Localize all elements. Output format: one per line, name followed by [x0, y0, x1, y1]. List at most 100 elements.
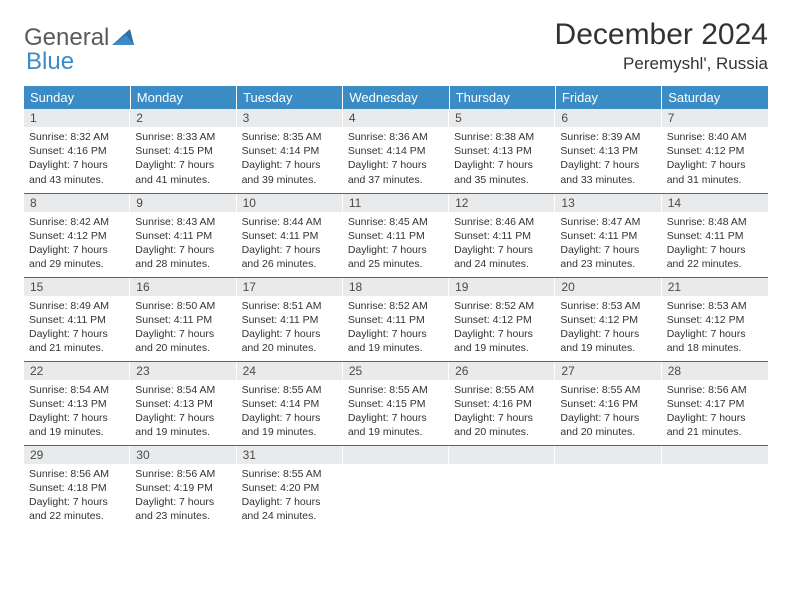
sunset-line: Sunset: 4:14 PM — [348, 145, 426, 157]
calendar-day-cell: 14Sunrise: 8:48 AMSunset: 4:11 PMDayligh… — [662, 193, 768, 277]
sunset-line: Sunset: 4:11 PM — [454, 230, 531, 242]
calendar-day-cell: 19Sunrise: 8:52 AMSunset: 4:12 PMDayligh… — [449, 277, 555, 361]
calendar-day-cell: 31Sunrise: 8:55 AMSunset: 4:20 PMDayligh… — [237, 445, 343, 529]
calendar-day-cell: 28Sunrise: 8:56 AMSunset: 4:17 PMDayligh… — [662, 361, 768, 445]
calendar-day-cell: 26Sunrise: 8:55 AMSunset: 4:16 PMDayligh… — [449, 361, 555, 445]
logo-text-general: General — [24, 24, 109, 51]
day-info: Sunrise: 8:42 AMSunset: 4:12 PMDaylight:… — [24, 212, 130, 276]
day-info: Sunrise: 8:48 AMSunset: 4:11 PMDaylight:… — [662, 212, 768, 276]
sunset-line: Sunset: 4:20 PM — [242, 482, 320, 494]
calendar-day-cell: 20Sunrise: 8:53 AMSunset: 4:12 PMDayligh… — [555, 277, 661, 361]
calendar-day-cell: 1Sunrise: 8:32 AMSunset: 4:16 PMDaylight… — [24, 109, 130, 193]
sunrise-line: Sunrise: 8:38 AM — [454, 131, 534, 143]
day-info: Sunrise: 8:56 AMSunset: 4:18 PMDaylight:… — [24, 464, 130, 528]
daylight-line: Daylight: 7 hours and 25 minutes. — [348, 244, 427, 270]
day-number: 1 — [24, 109, 130, 127]
day-number: 4 — [343, 109, 449, 127]
calendar-day-cell: 10Sunrise: 8:44 AMSunset: 4:11 PMDayligh… — [237, 193, 343, 277]
sunset-line: Sunset: 4:12 PM — [454, 314, 532, 326]
sunrise-line: Sunrise: 8:46 AM — [454, 216, 534, 228]
sunset-line: Sunset: 4:11 PM — [348, 230, 425, 242]
calendar-day-cell: 9Sunrise: 8:43 AMSunset: 4:11 PMDaylight… — [130, 193, 236, 277]
empty-day-number — [449, 446, 555, 464]
day-info: Sunrise: 8:36 AM Sunset: 4:14 PM Daylight:… — [343, 127, 449, 191]
empty-day-number — [555, 446, 661, 464]
daylight-line: Daylight: 7 hours and 35 minutes. — [454, 159, 533, 185]
day-number: 7 — [662, 109, 768, 127]
weekday-header-row: Sunday Monday Tuesday Wednesday Thursday… — [24, 86, 768, 109]
sunrise-line: Sunrise: 8:53 AM — [667, 300, 747, 312]
sunset-line: Sunset: 4:14 PM — [242, 145, 320, 157]
sunset-line: Sunset: 4:11 PM — [242, 314, 319, 326]
sunrise-line: Sunrise: 8:44 AM — [242, 216, 322, 228]
day-info: Sunrise: 8:43 AMSunset: 4:11 PMDaylight:… — [130, 212, 236, 276]
day-number: 29 — [24, 446, 130, 464]
page-header: General Blue December 2024 Peremyshl', R… — [24, 18, 768, 74]
sunrise-line: Sunrise: 8:56 AM — [667, 384, 747, 396]
daylight-line: Daylight: 7 hours and 22 minutes. — [29, 496, 108, 522]
day-number: 10 — [237, 194, 343, 212]
calendar-day-cell: 16Sunrise: 8:50 AMSunset: 4:11 PMDayligh… — [130, 277, 236, 361]
day-number: 31 — [237, 446, 343, 464]
sunset-line: Sunset: 4:11 PM — [560, 230, 637, 242]
daylight-line: Daylight: 7 hours and 19 minutes. — [29, 412, 108, 438]
day-number: 18 — [343, 278, 449, 296]
calendar-body: 1Sunrise: 8:32 AMSunset: 4:16 PMDaylight… — [24, 109, 768, 529]
day-number: 15 — [24, 278, 130, 296]
calendar-day-cell: 7Sunrise: 8:40 AMSunset: 4:12 PMDaylight… — [662, 109, 768, 193]
calendar-day-cell — [343, 445, 449, 529]
sunset-line: Sunset: 4:11 PM — [348, 314, 425, 326]
day-info: Sunrise: 8:45 AM Sunset: 4:11 PM Daylight:… — [343, 212, 449, 276]
calendar-day-cell: 24Sunrise: 8:55 AMSunset: 4:14 PMDayligh… — [237, 361, 343, 445]
daylight-line: Daylight: 7 hours and 33 minutes. — [560, 159, 639, 185]
sunrise-line: Sunrise: 8:45 AM — [348, 216, 428, 228]
calendar-day-cell: 8Sunrise: 8:42 AMSunset: 4:12 PMDaylight… — [24, 193, 130, 277]
calendar-day-cell: 21Sunrise: 8:53 AMSunset: 4:12 PMDayligh… — [662, 277, 768, 361]
day-info: Sunrise: 8:56 AMSunset: 4:19 PMDaylight:… — [130, 464, 236, 528]
sunset-line: Sunset: 4:13 PM — [454, 145, 532, 157]
empty-day-number — [662, 446, 768, 464]
calendar-day-cell: 27Sunrise: 8:55 AMSunset: 4:16 PMDayligh… — [555, 361, 661, 445]
month-title: December 2024 — [555, 18, 768, 52]
day-number: 6 — [555, 109, 661, 127]
calendar-day-cell: 13Sunrise: 8:47 AMSunset: 4:11 PMDayligh… — [555, 193, 661, 277]
calendar-day-cell — [555, 445, 661, 529]
day-info: Sunrise: 8:39 AMSunset: 4:13 PMDaylight:… — [555, 127, 661, 191]
sunset-line: Sunset: 4:11 PM — [135, 230, 212, 242]
calendar-week-row: 15Sunrise: 8:49 AMSunset: 4:11 PMDayligh… — [24, 277, 768, 361]
daylight-line: Daylight: 7 hours and 20 minutes. — [454, 412, 533, 438]
sunset-line: Sunset: 4:15 PM — [135, 145, 213, 157]
daylight-line: Daylight: 7 hours and 19 minutes. — [348, 412, 427, 438]
calendar-week-row: 22 Sunrise: 8:54 AM Sunset: 4:13 PM Dayligh… — [24, 361, 768, 445]
sunset-line: Sunset: 4:13 PM — [29, 398, 107, 410]
sunrise-line: Sunrise: 8:49 AM — [29, 300, 109, 312]
sunrise-line: Sunrise: 8:52 AM — [454, 300, 534, 312]
calendar-day-cell: 22 Sunrise: 8:54 AM Sunset: 4:13 PM Dayligh… — [24, 361, 130, 445]
sunset-line: Sunset: 4:18 PM — [29, 482, 107, 494]
sunset-line: Sunset: 4:11 PM — [667, 230, 744, 242]
calendar-day-cell: 2Sunrise: 8:33 AMSunset: 4:15 PMDaylight… — [130, 109, 236, 193]
day-info: Sunrise: 8:40 AMSunset: 4:12 PMDaylight:… — [662, 127, 768, 191]
sunrise-line: Sunrise: 8:54 AM — [29, 384, 109, 396]
daylight-line: Daylight: 7 hours and 19 minutes. — [242, 412, 321, 438]
calendar-day-cell: 12Sunrise: 8:46 AMSunset: 4:11 PMDayligh… — [449, 193, 555, 277]
sunrise-line: Sunrise: 8:53 AM — [560, 300, 640, 312]
day-info: Sunrise: 8:54 AM Sunset: 4:13 PM Daylight:… — [24, 380, 130, 444]
day-info: Sunrise: 8:35 AMSunset: 4:14 PMDaylight:… — [237, 127, 343, 191]
sunrise-line: Sunrise: 8:47 AM — [560, 216, 640, 228]
sunrise-line: Sunrise: 8:56 AM — [135, 468, 215, 480]
day-info: Sunrise: 8:54 AMSunset: 4:13 PMDaylight:… — [130, 380, 236, 444]
sunrise-line: Sunrise: 8:51 AM — [242, 300, 322, 312]
sunrise-line: Sunrise: 8:36 AM — [348, 131, 428, 143]
sunset-line: Sunset: 4:16 PM — [29, 145, 107, 157]
daylight-line: Daylight: 7 hours and 37 minutes. — [348, 159, 427, 185]
day-number: 16 — [130, 278, 236, 296]
day-info: Sunrise: 8:47 AMSunset: 4:11 PMDaylight:… — [555, 212, 661, 276]
day-number: 22 — [24, 362, 130, 380]
sunset-line: Sunset: 4:16 PM — [454, 398, 532, 410]
calendar-day-cell: 3Sunrise: 8:35 AMSunset: 4:14 PMDaylight… — [237, 109, 343, 193]
sunset-line: Sunset: 4:13 PM — [560, 145, 638, 157]
logo-triangle-icon — [112, 32, 134, 49]
calendar-day-cell: 29Sunrise: 8:56 AMSunset: 4:18 PMDayligh… — [24, 445, 130, 529]
location-label: Peremyshl', Russia — [555, 54, 768, 74]
